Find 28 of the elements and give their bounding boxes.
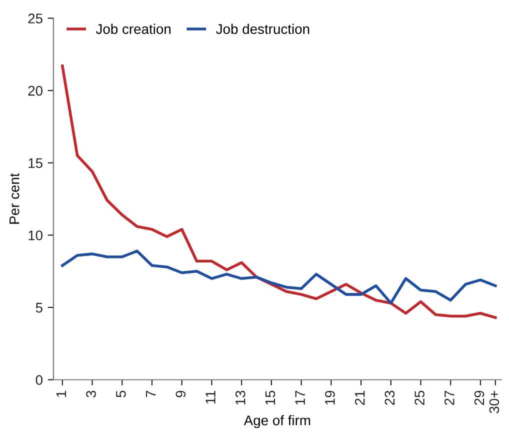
x-tick-label: 5 [116, 390, 126, 398]
x-tick-label: 27 [444, 390, 454, 405]
x-tick-label: 3 [86, 390, 96, 398]
y-tick-label: 15 [28, 158, 42, 168]
y-tick-label: 5 [36, 302, 42, 313]
y-tick-label: 10 [28, 230, 42, 240]
legend-label: Job destruction [216, 24, 310, 34]
x-tick-label: 17 [295, 390, 305, 405]
x-tick-label: 25 [414, 390, 424, 405]
x-tick-label: 23 [384, 390, 395, 405]
x-tick-label: 19 [325, 390, 335, 405]
y-axis-title: Per cent [10, 173, 20, 224]
x-tick-label: 15 [265, 390, 276, 405]
legend-label: Job creation [96, 24, 170, 34]
x-tick-label: 1 [56, 390, 66, 397]
y-tick-label: 20 [28, 86, 42, 96]
x-tick-label: 9 [176, 390, 186, 398]
line-series [61, 250, 497, 304]
y-tick-label: 0 [36, 375, 42, 385]
x-tick-label: 7 [146, 390, 156, 398]
line-series [61, 64, 497, 319]
x-tick-label: 21 [354, 390, 365, 405]
x-tick-label: 11 [206, 390, 216, 404]
x-axis-title: Age of firm [244, 415, 310, 428]
x-tick-label: 13 [235, 390, 246, 405]
y-tick-label: 25 [28, 14, 42, 24]
x-tick-label: 29 [474, 390, 484, 405]
x-tick-label: 30+ [489, 390, 500, 414]
